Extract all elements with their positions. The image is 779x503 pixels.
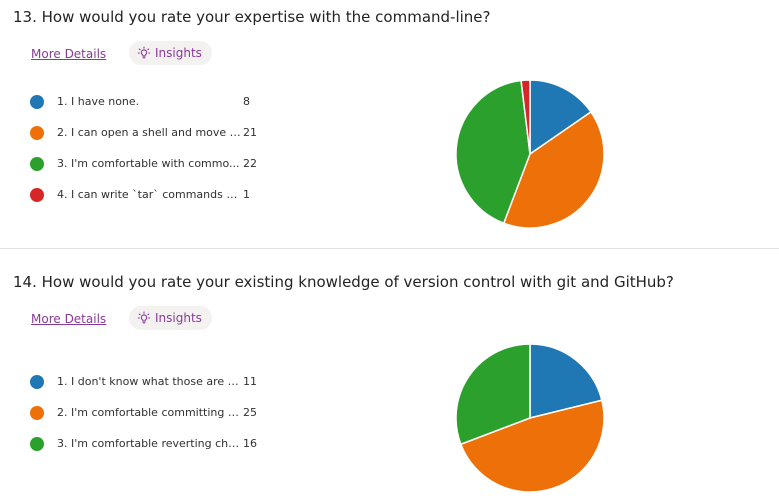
insights-label: Insights [155, 46, 202, 60]
legend-label: 2. I can open a shell and move b... [57, 126, 242, 139]
legend-count: 22 [243, 157, 257, 170]
more-details-link[interactable]: More Details [31, 47, 107, 61]
lightbulb-icon [137, 311, 151, 324]
legend-dot [30, 126, 44, 140]
question-title: 13. How would you rate your expertise wi… [13, 8, 491, 26]
legend-label: 3. I'm comfortable reverting cha... [57, 437, 242, 450]
pie-slice[interactable] [455, 343, 531, 446]
pie-slice[interactable] [520, 79, 531, 155]
lightbulb-icon [137, 46, 151, 59]
insights-button[interactable]: Insights [129, 306, 212, 330]
legend-item: 1. I have none. 8 [30, 93, 270, 124]
legend-item: 4. I can write `tar` commands wit... 1 [30, 186, 270, 217]
question-14: 14. How would you rate your existing kno… [0, 250, 779, 503]
question-13: 13. How would you rate your expertise wi… [0, 0, 779, 249]
question-title: 14. How would you rate your existing kno… [13, 273, 674, 291]
pie-chart [455, 79, 605, 229]
legend-count: 8 [243, 95, 250, 108]
legend-label: 1. I don't know what those are o... [57, 375, 242, 388]
divider [0, 248, 779, 249]
legend-dot [30, 375, 44, 389]
legend-label: 3. I'm comfortable with commo... [57, 157, 240, 170]
legend-count: 21 [243, 126, 257, 139]
insights-button[interactable]: Insights [129, 41, 212, 65]
pie-slice[interactable] [459, 399, 605, 493]
legend: 1. I have none. 8 2. I can open a shell … [30, 93, 270, 217]
legend-item: 1. I don't know what those are o... 11 [30, 373, 270, 404]
pie-chart [455, 343, 605, 493]
pie-slice[interactable] [502, 110, 605, 229]
legend-dot [30, 188, 44, 202]
legend-item: 3. I'm comfortable reverting cha... 16 [30, 435, 270, 466]
insights-label: Insights [155, 311, 202, 325]
legend-item: 2. I'm comfortable committing c... 25 [30, 404, 270, 435]
legend-dot [30, 95, 44, 109]
legend-count: 16 [243, 437, 257, 450]
legend-item: 2. I can open a shell and move b... 21 [30, 124, 270, 155]
pie-slice[interactable] [529, 79, 592, 156]
legend-dot [30, 437, 44, 451]
legend-dot [30, 406, 44, 420]
legend-label: 1. I have none. [57, 95, 140, 108]
pie-slice[interactable] [529, 343, 603, 419]
legend-count: 11 [243, 375, 257, 388]
legend-label: 2. I'm comfortable committing c... [57, 406, 242, 419]
legend: 1. I don't know what those are o... 11 2… [30, 373, 270, 466]
legend-item: 3. I'm comfortable with commo... 22 [30, 155, 270, 186]
pie-slice[interactable] [455, 79, 531, 225]
legend-dot [30, 157, 44, 171]
more-details-link[interactable]: More Details [31, 312, 107, 326]
legend-count: 25 [243, 406, 257, 419]
legend-label: 4. I can write `tar` commands wit... [57, 188, 242, 201]
legend-count: 1 [243, 188, 250, 201]
